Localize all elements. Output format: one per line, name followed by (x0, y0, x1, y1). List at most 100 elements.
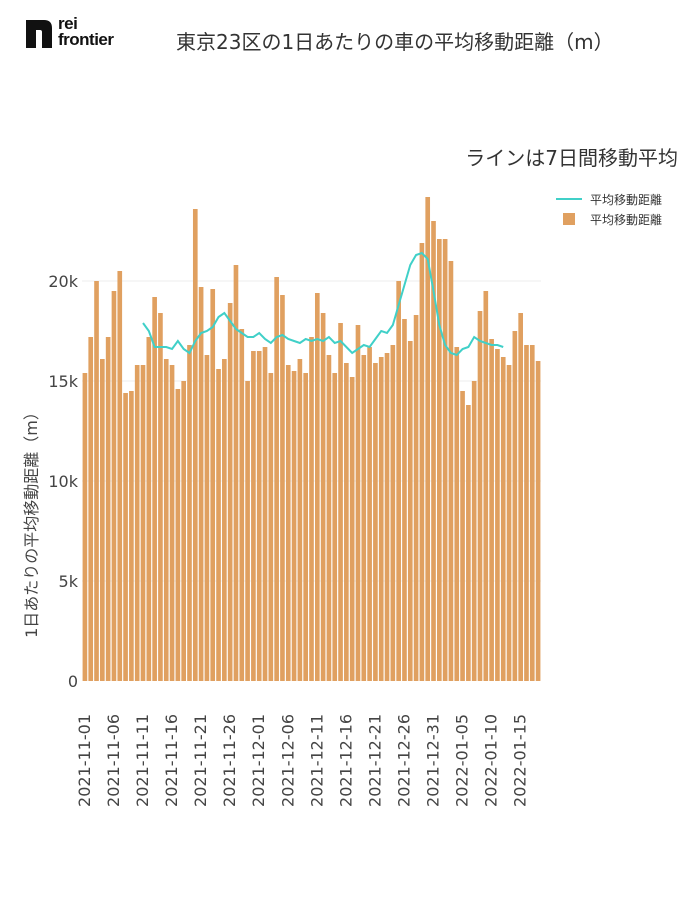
bar (460, 391, 465, 681)
legend-bar-swatch (563, 213, 575, 225)
bar (396, 281, 401, 681)
bar (431, 221, 436, 681)
bar (361, 355, 367, 681)
bar (320, 313, 326, 681)
y-tick-label: 10k (48, 472, 78, 491)
bar (94, 281, 99, 681)
bar (187, 345, 192, 681)
x-tick-label: 2021-12-21 (365, 714, 384, 807)
bar (495, 349, 500, 681)
bar (303, 373, 309, 681)
bar (123, 393, 128, 681)
bar (355, 325, 361, 681)
x-tick-label: 2021-11-26 (220, 714, 239, 807)
bar (158, 313, 163, 681)
rei-frontier-logo: rei frontier (22, 15, 132, 52)
bar (524, 345, 529, 681)
bar (245, 381, 250, 681)
bar (442, 239, 448, 681)
x-tick-label: 2021-12-01 (249, 714, 268, 807)
bar (297, 359, 303, 681)
bar (332, 373, 338, 681)
bar (367, 347, 372, 681)
bar (326, 355, 332, 681)
chart-title: 東京23区の1日あたりの車の平均移動距離（m） (176, 30, 614, 54)
bar (489, 339, 494, 681)
bar (500, 357, 506, 681)
x-tick-label: 2021-12-11 (307, 714, 326, 807)
bar (402, 319, 407, 681)
bar (384, 353, 390, 681)
bar (169, 365, 175, 681)
bar (129, 391, 134, 681)
bar (419, 243, 425, 681)
x-tick-label: 2021-12-26 (395, 714, 414, 807)
bar (285, 365, 291, 681)
bar (100, 359, 105, 681)
bar (274, 277, 279, 681)
bar (175, 389, 181, 681)
bar (233, 265, 239, 681)
bar (448, 261, 454, 681)
bar (204, 355, 210, 681)
bar (338, 323, 343, 681)
bar (378, 357, 384, 681)
bar (117, 271, 123, 681)
bar (280, 295, 285, 681)
bar (222, 359, 227, 681)
y-tick-label: 0 (68, 672, 78, 691)
x-tick-label: 2021-11-01 (75, 714, 94, 807)
x-tick-label: 2021-11-11 (133, 714, 152, 807)
bar (344, 363, 349, 681)
moving-average-line (142, 251, 504, 357)
y-tick-label: 5k (59, 572, 79, 591)
x-tick-label: 2021-12-16 (336, 714, 355, 807)
bar (518, 313, 523, 681)
y-axis-title: 1日あたりの平均移動距離（m） (22, 404, 41, 638)
legend-line-label: 平均移動距離 (590, 192, 663, 207)
x-tick-label: 2021-11-16 (162, 714, 181, 807)
bar (146, 337, 152, 681)
bar (425, 197, 431, 681)
bar (140, 365, 146, 681)
bar (256, 351, 262, 681)
x-tick-label: 2022-01-05 (453, 714, 472, 807)
bar (134, 365, 140, 681)
bar (239, 329, 245, 681)
bar (390, 345, 396, 681)
bar (407, 341, 413, 681)
bar (436, 239, 442, 681)
x-tick-label: 2021-12-31 (424, 714, 443, 807)
bar (466, 405, 471, 681)
logo-wordmark: rei frontier (58, 15, 114, 48)
bar (535, 361, 541, 681)
bar (227, 303, 233, 681)
bar (88, 337, 94, 681)
bar (251, 351, 256, 681)
bar (216, 369, 221, 681)
bar (512, 331, 518, 681)
bar (198, 287, 204, 681)
bar (163, 359, 169, 681)
bar (262, 347, 268, 681)
legend: 平均移動距離 平均移動距離 (556, 189, 662, 229)
bar (413, 315, 419, 681)
bar (210, 289, 216, 681)
bar (291, 371, 297, 681)
bar (268, 373, 274, 681)
x-tick-label: 2022-01-15 (511, 714, 530, 807)
x-tick-label: 2021-11-21 (191, 714, 210, 807)
bar (529, 345, 535, 681)
bar (82, 373, 88, 681)
bar (111, 291, 117, 681)
legend-bar-label: 平均移動距離 (590, 212, 663, 227)
bar (105, 337, 111, 681)
bar (483, 291, 489, 681)
legend-item-line[interactable]: 平均移動距離 (556, 189, 662, 209)
bar (181, 381, 187, 681)
legend-item-bar[interactable]: 平均移動距離 (556, 209, 662, 229)
bar (152, 297, 157, 681)
y-tick-label: 15k (48, 372, 78, 391)
legend-line-swatch (556, 198, 582, 200)
